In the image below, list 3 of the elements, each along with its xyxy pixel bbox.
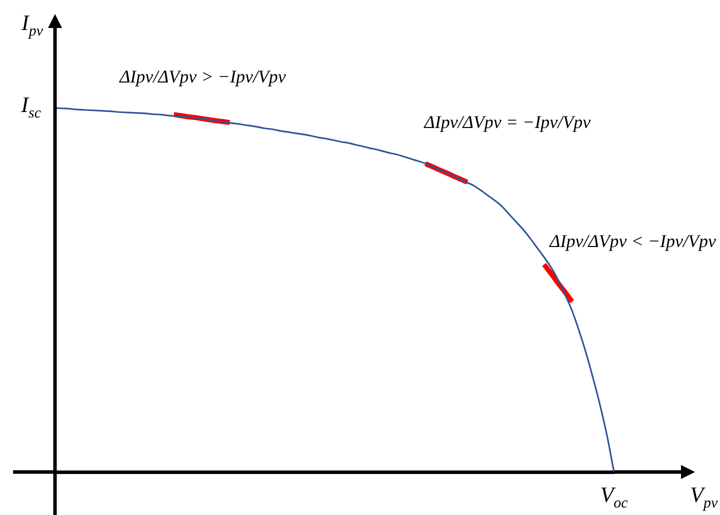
- annotation: ΔIpv/ΔVpv = −Ipv/Vpv: [423, 112, 591, 132]
- text: ΔIpv/ΔVpv > −Ipv/Vpv: [118, 66, 286, 87]
- annotation: ΔIpv/ΔVpv < −Ipv/Vpv: [548, 231, 716, 252]
